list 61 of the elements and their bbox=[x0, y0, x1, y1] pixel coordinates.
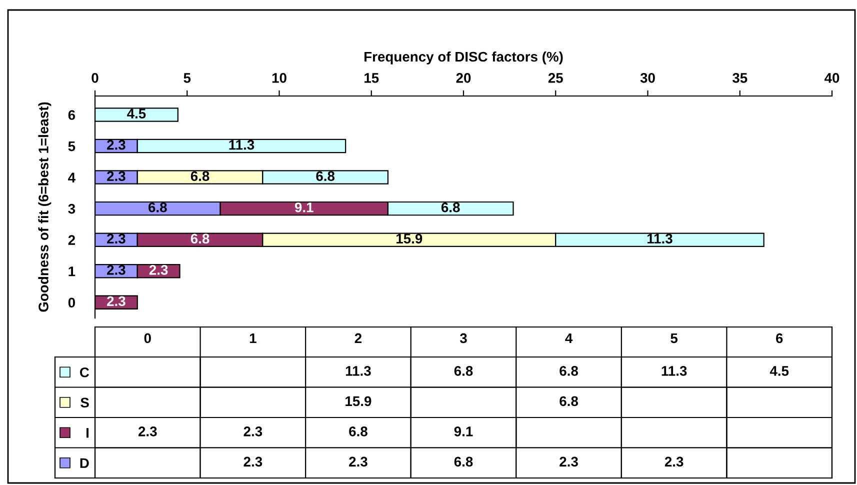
x-tick-label: 40 bbox=[824, 73, 840, 83]
data-label: 6.8 bbox=[560, 396, 578, 406]
data-label: 6.8 bbox=[190, 234, 210, 244]
data-label: 11.3 bbox=[647, 234, 672, 244]
x-tick-label: 30 bbox=[640, 73, 655, 83]
y-tick-label: 5 bbox=[68, 142, 76, 152]
data-label: 11.3 bbox=[662, 366, 687, 376]
data-label: 2.3 bbox=[244, 456, 262, 467]
data-label: 6.8 bbox=[441, 202, 460, 212]
x-tick-label: 1 bbox=[250, 333, 256, 344]
data-label: 9.1 bbox=[454, 426, 473, 436]
y-tick-label: 2 bbox=[68, 235, 75, 245]
data-label: 6.8 bbox=[560, 366, 578, 376]
data-label: 2.3 bbox=[349, 456, 368, 467]
data-label: 2.3 bbox=[244, 426, 262, 436]
data-label: 9.1 bbox=[294, 202, 314, 212]
data-label: 15.9 bbox=[396, 234, 422, 244]
y-tick-label: 6 bbox=[68, 110, 76, 120]
data-label: 2.3 bbox=[107, 234, 126, 244]
x-tick-label: 0 bbox=[144, 333, 151, 344]
data-label: 15.9 bbox=[346, 396, 372, 406]
y-axis-title: Goodness of fit (6=best 1=least) bbox=[38, 102, 52, 312]
x-tick-label: 2 bbox=[354, 333, 362, 344]
data-label: 2.3 bbox=[107, 171, 126, 182]
data-label: 2.3 bbox=[664, 456, 684, 467]
x-tick-label: 6 bbox=[776, 333, 783, 344]
x-tick-label: 35 bbox=[732, 73, 748, 83]
x-tick-label: 4 bbox=[565, 333, 573, 344]
x-tick-label: 0 bbox=[92, 73, 98, 83]
y-tick-label: D bbox=[80, 458, 89, 468]
data-label: 6.8 bbox=[190, 171, 210, 182]
data-label: 2.3 bbox=[149, 264, 168, 275]
data-label: 6.8 bbox=[454, 456, 473, 467]
x-tick-label: 3 bbox=[460, 333, 467, 344]
data-label: 4.5 bbox=[770, 366, 789, 376]
data-label: 2.3 bbox=[107, 296, 126, 306]
y-tick-label: S bbox=[80, 398, 89, 408]
x-tick-label: 25 bbox=[548, 73, 563, 83]
x-tick-label: 5 bbox=[184, 73, 191, 83]
data-label: 11.3 bbox=[346, 366, 371, 376]
data-label: 2.3 bbox=[560, 456, 578, 467]
x-tick-label: 10 bbox=[272, 73, 286, 83]
y-tick-label: 0 bbox=[68, 298, 75, 308]
x-tick-label: 20 bbox=[456, 73, 471, 83]
y-tick-label: 1 bbox=[68, 266, 76, 276]
data-label: 11.3 bbox=[229, 140, 254, 150]
y-tick-label: 3 bbox=[68, 204, 76, 214]
y-tick-label: I bbox=[86, 428, 89, 438]
data-label: 6.8 bbox=[148, 202, 167, 212]
data-label: 2.3 bbox=[107, 264, 126, 275]
x-tick-label: 5 bbox=[670, 333, 678, 344]
data-label: 6.8 bbox=[316, 171, 335, 182]
y-tick-label: C bbox=[80, 367, 90, 378]
data-label: 2.3 bbox=[107, 140, 126, 150]
data-label: 6.8 bbox=[349, 426, 368, 436]
x-tick-label: 15 bbox=[364, 73, 379, 83]
y-tick-label: 4 bbox=[68, 172, 76, 182]
data-label: 6.8 bbox=[454, 366, 473, 376]
data-label: 4.5 bbox=[127, 108, 146, 118]
data-label: 2.3 bbox=[138, 426, 157, 436]
x-axis-title: Frequency of DISC factors (%) bbox=[364, 51, 563, 64]
